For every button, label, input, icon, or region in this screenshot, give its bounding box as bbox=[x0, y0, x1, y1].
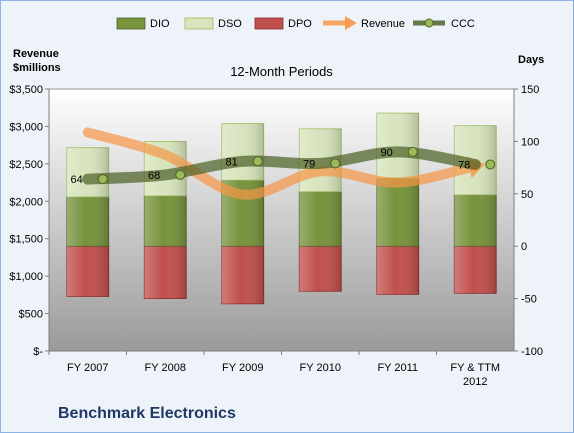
legend-swatch-marker bbox=[424, 18, 434, 28]
left-axis-tick-label: $500 bbox=[19, 309, 43, 321]
left-axis-tick-label: $1,500 bbox=[9, 234, 43, 246]
ccc-line bbox=[82, 146, 481, 185]
dio-bar-shade bbox=[299, 191, 342, 247]
left-axis-tick-label: $- bbox=[33, 346, 43, 358]
plot-area bbox=[48, 88, 515, 352]
company-name: Benchmark Electronics bbox=[58, 405, 236, 422]
dso-bar-shade bbox=[376, 113, 419, 179]
ccc-point bbox=[407, 146, 418, 157]
ccc-data-label: 81 bbox=[226, 156, 238, 168]
dio-bar-shade bbox=[66, 196, 109, 247]
dpo-bar-shade bbox=[454, 246, 497, 294]
ccc-point bbox=[252, 156, 263, 167]
legend-label: DSO bbox=[218, 18, 242, 30]
legend-label: DPO bbox=[288, 18, 312, 30]
dpo-bar-shade bbox=[376, 246, 419, 295]
x-axis-tick-label: FY & TTM bbox=[450, 362, 500, 374]
x-axis-tick-label: FY 2008 bbox=[145, 362, 186, 374]
ccc-point bbox=[330, 158, 341, 169]
legend-swatch bbox=[254, 17, 284, 30]
right-axis-tick-label: -50 bbox=[521, 294, 537, 306]
legend-swatch bbox=[116, 17, 146, 30]
legend-swatch-arrowhead bbox=[345, 16, 357, 30]
left-axis-tick-label: $1,000 bbox=[9, 271, 43, 283]
dio-bar-shade bbox=[376, 178, 419, 247]
x-axis-tick-label: 2012 bbox=[463, 376, 487, 388]
legend-swatch bbox=[184, 17, 214, 30]
ccc-data-label: 78 bbox=[458, 159, 470, 171]
dio-bar-shade bbox=[454, 194, 497, 247]
legend-label: CCC bbox=[451, 18, 475, 30]
ccc-point bbox=[485, 159, 496, 170]
left-axis-title-line: $millions bbox=[13, 62, 61, 74]
right-axis-title: Days bbox=[518, 54, 544, 66]
left-axis-tick-label: $3,000 bbox=[9, 121, 43, 133]
x-axis-tick-label: FY 2007 bbox=[67, 362, 108, 374]
legend-label: Revenue bbox=[361, 18, 405, 30]
revenue-line bbox=[82, 127, 481, 200]
dso-bar-shade bbox=[66, 147, 109, 197]
dio-bar-shade bbox=[144, 195, 187, 247]
left-axis-tick-label: $3,500 bbox=[9, 84, 43, 96]
left-axis-tick-label: $2,500 bbox=[9, 159, 43, 171]
ccc-point bbox=[175, 169, 186, 180]
chart-title: 12-Month Periods bbox=[230, 64, 333, 79]
ccc-data-label: 68 bbox=[148, 170, 160, 182]
legend-label: DIO bbox=[150, 18, 170, 30]
dso-bar-shade bbox=[221, 123, 264, 181]
ccc-data-label: 79 bbox=[303, 158, 315, 170]
right-axis-tick-label: 100 bbox=[521, 136, 539, 148]
x-axis-tick-label: FY 2010 bbox=[300, 362, 341, 374]
x-axis-tick-label: FY 2009 bbox=[222, 362, 263, 374]
x-axis-tick-label: FY 2011 bbox=[377, 362, 418, 374]
right-axis-tick-label: 150 bbox=[521, 84, 539, 96]
ccc-data-label: 64 bbox=[71, 174, 83, 186]
dpo-bar-shade bbox=[221, 246, 264, 304]
ccc-data-label: 90 bbox=[381, 147, 393, 159]
left-axis-tick-label: $2,000 bbox=[9, 196, 43, 208]
right-axis-tick-label: 50 bbox=[521, 189, 533, 201]
ccc-point bbox=[97, 174, 108, 185]
dpo-bar-shade bbox=[144, 246, 187, 299]
dpo-bar-shade bbox=[299, 246, 342, 292]
left-axis-title-line: Revenue bbox=[13, 48, 59, 60]
dpo-bar-shade bbox=[66, 246, 109, 297]
right-axis-tick-label: -100 bbox=[521, 346, 543, 358]
right-axis-tick-label: 0 bbox=[521, 241, 527, 253]
